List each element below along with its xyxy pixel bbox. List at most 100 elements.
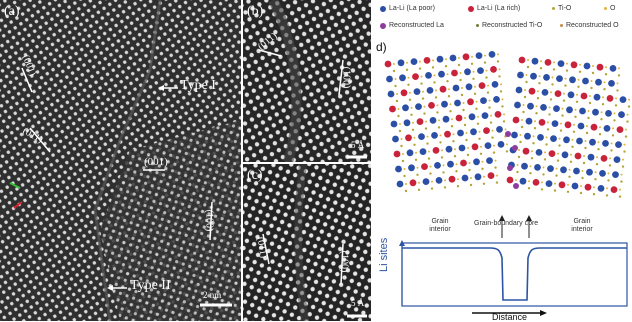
la-li-atom bbox=[484, 142, 492, 149]
o-atom bbox=[600, 111, 603, 114]
la-li-atom bbox=[444, 130, 451, 138]
o-atom bbox=[619, 188, 621, 191]
ti-o-atom bbox=[446, 80, 449, 83]
la-li-atom bbox=[521, 162, 528, 170]
o-atom bbox=[448, 88, 450, 91]
ti-o-atom bbox=[607, 179, 610, 182]
legend-marker-reconstructed-o bbox=[560, 24, 563, 27]
o-atom bbox=[465, 132, 468, 134]
ti-o-atom bbox=[453, 155, 457, 158]
ti-o-atom bbox=[582, 161, 586, 165]
plane-label-a3: (001) bbox=[144, 156, 168, 168]
tem-panel-a: (a) Type I Type II (001) (011) (001) (10… bbox=[0, 0, 241, 321]
ti-o-atom bbox=[433, 81, 436, 84]
o-atom bbox=[550, 91, 552, 94]
panel-label-a: (a) bbox=[4, 4, 20, 19]
ti-o-atom bbox=[548, 113, 551, 116]
la-li-atom bbox=[386, 75, 393, 83]
o-atom bbox=[557, 152, 559, 155]
ti-o-atom bbox=[407, 83, 410, 86]
o-atom bbox=[394, 78, 397, 80]
la-li-atom bbox=[426, 87, 434, 94]
ti-o-atom bbox=[523, 95, 527, 99]
la-li-atom bbox=[532, 179, 540, 186]
ti-o-atom bbox=[405, 68, 409, 71]
la-li-atom bbox=[418, 133, 425, 140]
ti-o-atom bbox=[595, 163, 599, 166]
la-li-atom bbox=[589, 138, 596, 146]
la-li-atom bbox=[606, 95, 614, 102]
o-atom bbox=[451, 118, 453, 121]
grain-boundary-core-label: Grain-boundary core bbox=[474, 220, 539, 227]
ti-o-atom bbox=[574, 115, 577, 119]
o-atom bbox=[426, 135, 429, 138]
la-li-atom bbox=[491, 81, 499, 88]
la-li-atom bbox=[553, 105, 560, 112]
o-atom bbox=[497, 53, 499, 56]
la-li-atom bbox=[541, 89, 549, 96]
la-li-atom bbox=[616, 126, 624, 133]
la-li-atom bbox=[580, 92, 588, 100]
o-atom bbox=[547, 121, 549, 124]
ti-o-atom bbox=[482, 182, 486, 185]
la-li-atom bbox=[389, 105, 396, 113]
o-atom bbox=[403, 168, 406, 170]
o-atom bbox=[593, 186, 595, 189]
o-atom bbox=[518, 149, 520, 151]
la-li-atom bbox=[579, 107, 586, 115]
ti-o-atom bbox=[620, 180, 623, 183]
ti-o-atom bbox=[426, 142, 429, 145]
o-atom bbox=[480, 145, 482, 148]
ti-o-atom bbox=[621, 165, 625, 168]
o-atom bbox=[542, 166, 545, 169]
ti-o-atom bbox=[470, 62, 474, 65]
ti-o-atom bbox=[427, 157, 431, 160]
legend-o: O bbox=[604, 5, 615, 12]
ti-o-atom bbox=[400, 144, 403, 148]
legend-label-o: O bbox=[610, 5, 616, 12]
type-ii-label: Type II bbox=[130, 278, 171, 293]
la-li-atom bbox=[522, 147, 530, 155]
ti-o-atom bbox=[605, 194, 609, 197]
o-atom bbox=[558, 137, 561, 140]
ti-o-atom bbox=[443, 186, 447, 189]
ti-o-atom bbox=[551, 83, 554, 86]
o-atom bbox=[548, 106, 551, 109]
o-atom bbox=[455, 163, 458, 166]
o-atom bbox=[405, 183, 407, 185]
o-atom bbox=[458, 57, 460, 59]
ti-o-atom bbox=[623, 150, 626, 153]
ti-o-atom bbox=[413, 143, 416, 146]
ti-o-atom bbox=[594, 178, 597, 181]
la-li-atom bbox=[561, 151, 569, 159]
la-li-atom bbox=[527, 102, 534, 110]
ti-o-atom bbox=[539, 67, 543, 70]
la-li-atom bbox=[423, 57, 431, 64]
legend-la-poor: La-Li (La poor) bbox=[380, 5, 435, 12]
o-atom bbox=[435, 89, 437, 92]
ti-o-atom bbox=[626, 120, 629, 123]
la-li-atom bbox=[455, 114, 463, 122]
o-atom bbox=[498, 68, 501, 71]
ti-o-atom bbox=[529, 172, 532, 175]
la-li-atom bbox=[405, 134, 412, 142]
la-li-atom bbox=[465, 83, 473, 91]
o-atom bbox=[577, 78, 580, 81]
la-li-atom bbox=[486, 157, 493, 164]
la-li-atom bbox=[602, 140, 609, 147]
la-li-atom bbox=[452, 84, 460, 92]
tem-lattice-c bbox=[243, 164, 371, 321]
ti-o-atom bbox=[472, 77, 475, 80]
plane-label-b2: (100) bbox=[340, 66, 352, 89]
o-atom bbox=[472, 70, 475, 73]
tem-panel-b: (b) (011) (100) 5 Å bbox=[243, 0, 371, 162]
o-atom bbox=[561, 107, 564, 110]
o-atom bbox=[519, 134, 522, 136]
ti-o-atom bbox=[424, 127, 428, 130]
ti-o-atom bbox=[439, 141, 442, 144]
la-li-atom bbox=[421, 163, 428, 170]
ti-o-atom bbox=[450, 125, 454, 128]
ti-o-atom bbox=[492, 151, 496, 154]
schematic-panel-d: La-Li (La poor) La-Li (La rich) Ti-O O R… bbox=[372, 0, 632, 322]
la-li-atom bbox=[493, 96, 500, 103]
